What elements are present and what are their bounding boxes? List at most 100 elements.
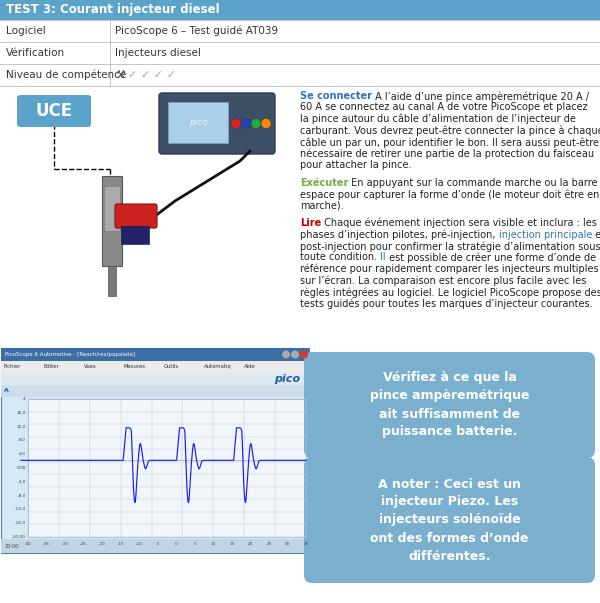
Bar (1, 348, 309, 553)
Text: Vues: Vues (84, 364, 97, 369)
Text: carburant. Vous devrez peut-être connecter la pince à chaque: carburant. Vous devrez peut-être connect… (300, 125, 600, 136)
Text: 4.0: 4.0 (19, 452, 26, 456)
Text: -15: -15 (118, 542, 124, 546)
Text: -12.0: -12.0 (15, 507, 26, 511)
Text: TEST 3: Courant injecteur diesel: TEST 3: Courant injecteur diesel (6, 4, 220, 16)
Text: 60 A se connectez au canal A de votre PicoScope et placez: 60 A se connectez au canal A de votre Pi… (300, 103, 587, 113)
Circle shape (291, 350, 299, 359)
Text: Editer: Editer (44, 364, 60, 369)
Text: nécessaire de retirer une partie de la protection du faisceau: nécessaire de retirer une partie de la p… (300, 148, 594, 159)
Bar (1, 361, 309, 372)
Text: Il: Il (380, 253, 386, 262)
Text: câble un par un, pour identifier le bon. Il sera aussi peut-être: câble un par un, pour identifier le bon.… (300, 137, 599, 148)
FancyBboxPatch shape (304, 457, 595, 583)
Text: 20:00:: 20:00: (5, 543, 21, 549)
Circle shape (261, 119, 271, 128)
Bar (102, 176, 122, 266)
Text: ✓ ✓ ✓ ✓: ✓ ✓ ✓ ✓ (128, 70, 176, 80)
Text: En appuyant sur la commande marche ou la barre: En appuyant sur la commande marche ou la… (349, 177, 598, 188)
Text: UCE: UCE (35, 102, 73, 120)
Text: et: et (592, 230, 600, 239)
Text: toute condition.: toute condition. (300, 253, 380, 262)
Text: règles intégrées au logiciel. Le logiciel PicoScope propose des: règles intégrées au logiciel. Le logicie… (300, 287, 600, 297)
Text: A: A (4, 388, 9, 394)
Circle shape (231, 119, 241, 128)
Bar (1, 348, 309, 361)
Text: -4.0: -4.0 (17, 480, 26, 484)
Text: 35: 35 (304, 542, 308, 546)
Bar (168, 102, 228, 143)
Text: Lire: Lire (300, 218, 321, 228)
Bar (104, 186, 120, 231)
Text: espace pour capturer la forme d’onde (le moteur doit être en: espace pour capturer la forme d’onde (le… (300, 189, 599, 200)
Text: Vérification: Vérification (6, 48, 65, 58)
Bar (1, 539, 309, 553)
Text: 10: 10 (211, 542, 216, 546)
Text: 12.0: 12.0 (16, 425, 26, 429)
Text: -10: -10 (136, 542, 143, 546)
Text: 4: 4 (23, 397, 26, 401)
Text: sur l’écran. La comparaison est encore plus facile avec les: sur l’écran. La comparaison est encore p… (300, 276, 586, 286)
Circle shape (300, 350, 308, 359)
Text: est possible de créer une forme d’onde de: est possible de créer une forme d’onde d… (386, 253, 596, 263)
Text: 30: 30 (285, 542, 290, 546)
Text: pico: pico (274, 373, 300, 384)
Text: post-injection pour confirmer la stratégie d’alimentation sous: post-injection pour confirmer la stratég… (300, 241, 600, 251)
Circle shape (251, 119, 261, 128)
FancyBboxPatch shape (115, 204, 157, 228)
Text: Chaque événement injection sera visible et inclura : les: Chaque événement injection sera visible … (321, 218, 597, 229)
Text: Vérifiez à ce que la
pince ampèremétrique
ait suffisamment de
puissance batterie: Vérifiez à ce que la pince ampèremétriqu… (370, 371, 529, 438)
Text: Aide: Aide (244, 364, 256, 369)
Text: Logiciel: Logiciel (6, 26, 46, 36)
FancyBboxPatch shape (17, 95, 91, 127)
Text: Injecteurs diesel: Injecteurs diesel (115, 48, 201, 58)
Text: pico: pico (188, 118, 208, 127)
Text: Se connecter: Se connecter (300, 91, 372, 101)
Text: injection principale: injection principale (499, 230, 592, 239)
Text: tests guidés pour toutes les marques d’injecteur courantes.: tests guidés pour toutes les marques d’i… (300, 298, 593, 309)
Text: PicoScope 6 – Test guidé AT039: PicoScope 6 – Test guidé AT039 (115, 26, 278, 36)
Text: -35: -35 (43, 542, 50, 546)
Bar (108, 266, 116, 296)
FancyBboxPatch shape (159, 93, 275, 154)
Text: Outils: Outils (164, 364, 179, 369)
Text: -5: -5 (155, 542, 160, 546)
FancyBboxPatch shape (304, 352, 595, 458)
Text: -20.00: -20.00 (12, 535, 26, 539)
Circle shape (241, 119, 251, 128)
Text: 25: 25 (266, 542, 272, 546)
Text: la pince autour du câble d’alimentation de l’injecteur de: la pince autour du câble d’alimentation … (300, 114, 576, 124)
Text: 16.0: 16.0 (16, 411, 26, 415)
Text: Exécuter: Exécuter (300, 177, 349, 188)
Circle shape (282, 350, 290, 359)
Text: PicoScope 6 Automotive - [Reach/res/papalata]: PicoScope 6 Automotive - [Reach/res/papa… (5, 352, 135, 357)
Text: -30: -30 (62, 542, 68, 546)
Text: référence pour rapidement comparer les injecteurs multiples: référence pour rapidement comparer les i… (300, 264, 599, 274)
Text: 0: 0 (175, 542, 178, 546)
Text: 20: 20 (248, 542, 253, 546)
Text: -20: -20 (99, 542, 106, 546)
Text: ⚒: ⚒ (115, 70, 125, 80)
Text: marche).: marche). (300, 201, 344, 210)
Text: -40: -40 (25, 542, 31, 546)
Text: Automatiq: Automatiq (204, 364, 232, 369)
Text: pour attacher la pince.: pour attacher la pince. (300, 160, 412, 170)
Bar (1, 385, 309, 397)
Text: 5: 5 (193, 542, 196, 546)
Bar (0, 0, 600, 20)
Text: 8.0: 8.0 (19, 438, 26, 443)
Text: -16.0: -16.0 (15, 521, 26, 525)
Bar (121, 226, 149, 244)
Bar (28, 399, 306, 537)
Text: phases d’injection pilotes, pré-injection,: phases d’injection pilotes, pré-injectio… (300, 230, 499, 240)
Text: 15: 15 (229, 542, 235, 546)
Text: A l’aide d’une pince ampèremétrique 20 A /: A l’aide d’une pince ampèremétrique 20 A… (372, 91, 589, 101)
Text: -25: -25 (80, 542, 87, 546)
Text: A noter : Ceci est un
injecteur Piezo. Les
injecteurs solénoïde
ont des formes d: A noter : Ceci est un injecteur Piezo. L… (370, 478, 529, 563)
Text: Niveau de compétence: Niveau de compétence (6, 70, 126, 80)
Text: Mesures: Mesures (124, 364, 146, 369)
Text: Fichier: Fichier (4, 364, 22, 369)
Text: 0.00: 0.00 (16, 466, 26, 470)
Bar (1, 372, 309, 385)
Text: -8.0: -8.0 (17, 494, 26, 497)
